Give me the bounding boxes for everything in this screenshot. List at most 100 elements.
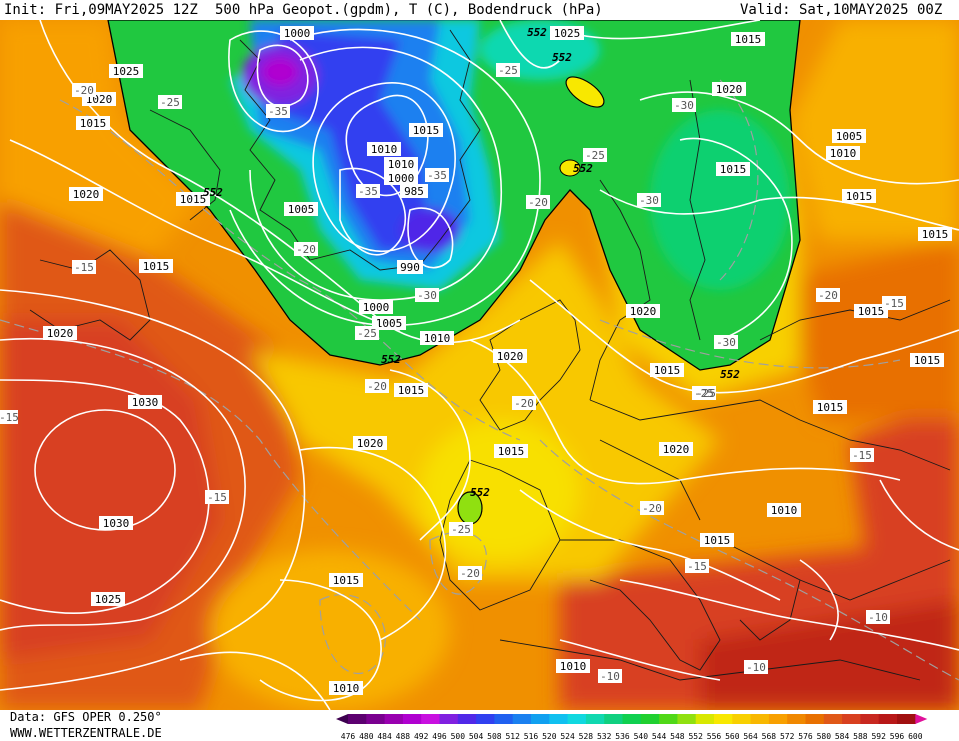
svg-text:1015: 1015 (80, 117, 107, 130)
temperature-label: -25 (496, 63, 520, 77)
temperature-label: -10 (744, 660, 768, 674)
legend-tick-label: 564 (743, 732, 758, 741)
legend-tick-label: 568 (762, 732, 777, 741)
legend-tick-label: 560 (725, 732, 740, 741)
svg-text:1015: 1015 (735, 33, 762, 46)
svg-text:-25: -25 (585, 149, 605, 162)
legend-tick-label: 540 (634, 732, 649, 741)
svg-text:1015: 1015 (398, 384, 425, 397)
svg-text:1020: 1020 (630, 305, 657, 318)
legend-tick-label: 592 (871, 732, 886, 741)
pressure-label: 1030 (128, 395, 162, 409)
svg-text:552: 552 (381, 353, 401, 366)
pressure-label: 1015 (650, 363, 684, 377)
pressure-label: 1015 (700, 533, 734, 547)
svg-text:985: 985 (404, 185, 424, 198)
svg-text:-15: -15 (884, 297, 904, 310)
legend-tick-label: 548 (670, 732, 685, 741)
svg-text:1020: 1020 (663, 443, 690, 456)
svg-text:-15: -15 (207, 491, 227, 504)
legend-tick-label: 528 (579, 732, 594, 741)
svg-text:-35: -35 (427, 169, 447, 182)
svg-text:1005: 1005 (376, 317, 403, 330)
temperature-label: -30 (637, 193, 661, 207)
temperature-label: -10 (598, 669, 622, 683)
legend-tick-label: 508 (487, 732, 502, 741)
svg-text:1005: 1005 (836, 130, 863, 143)
temperature-label: -15 (685, 559, 709, 573)
svg-text:1015: 1015 (846, 190, 873, 203)
temperature-label: -10 (866, 610, 890, 624)
pressure-labels: 1000 1025 1020 1015 1015 1010 1010 1000 … (43, 26, 952, 695)
svg-text:-25: -25 (696, 387, 716, 400)
svg-text:1010: 1010 (388, 158, 415, 171)
pressure-label: 1025 (550, 26, 584, 40)
svg-text:1015: 1015 (333, 574, 360, 587)
temperature-label: -35 (266, 104, 290, 118)
svg-text:552: 552 (470, 486, 490, 499)
svg-text:1010: 1010 (371, 143, 398, 156)
svg-text:1010: 1010 (560, 660, 587, 673)
pressure-label: 1030 (99, 516, 133, 530)
svg-text:1015: 1015 (914, 354, 941, 367)
svg-text:-30: -30 (674, 99, 694, 112)
legend-swatch (823, 714, 843, 724)
temperature-label: -30 (714, 335, 738, 349)
weather-map: 1000 1025 1020 1015 1015 1010 1010 1000 … (0, 20, 959, 710)
svg-text:1020: 1020 (47, 327, 74, 340)
svg-text:-25: -25 (160, 96, 180, 109)
legend-tick-label: 600 (908, 732, 923, 741)
legend-swatch (732, 714, 752, 724)
legend-tick-label: 556 (707, 732, 722, 741)
pressure-label: 1025 (91, 592, 125, 606)
svg-text:990: 990 (400, 261, 420, 274)
svg-text:1020: 1020 (357, 437, 384, 450)
svg-text:-15: -15 (687, 560, 707, 573)
temperature-label: -20 (526, 195, 550, 209)
temperature-label: -20 (365, 379, 389, 393)
svg-text:1020: 1020 (73, 188, 100, 201)
pressure-label: 1020 (626, 304, 660, 318)
svg-text:-20: -20 (818, 289, 838, 302)
legend-tick-label: 572 (780, 732, 795, 741)
svg-text:1030: 1030 (103, 517, 130, 530)
legend-tick-label: 512 (505, 732, 520, 741)
temperature-label: -20 (294, 242, 318, 256)
pressure-label: 1015 (910, 353, 944, 367)
ridge-patch (565, 76, 605, 108)
pressure-label: 990 (397, 260, 423, 274)
legend-tick-label: 580 (817, 732, 832, 741)
temperature-label: -25 (692, 386, 716, 400)
pressure-label: 1015 (139, 259, 173, 273)
legend-tick-label: 588 (853, 732, 868, 741)
temperature-label: -25 (158, 95, 182, 109)
cold-core-field (230, 20, 790, 290)
pressure-label: 1010 (826, 146, 860, 160)
legend-tick-label: 492 (414, 732, 429, 741)
svg-text:1010: 1010 (333, 682, 360, 695)
temperature-label: -35 (425, 168, 449, 182)
legend-swatch (897, 714, 916, 724)
svg-text:-10: -10 (600, 670, 620, 683)
legend-swatch (348, 714, 367, 724)
svg-text:-30: -30 (716, 336, 736, 349)
legend-swatch (366, 714, 386, 724)
temperature-label: -20 (640, 501, 664, 515)
svg-text:1025: 1025 (113, 65, 140, 78)
temperature-label: -15 (850, 448, 874, 462)
temperature-label: -30 (672, 98, 696, 112)
svg-text:552: 552 (573, 162, 593, 175)
svg-text:-20: -20 (460, 567, 480, 580)
legend-swatch (549, 714, 569, 724)
svg-text:1015: 1015 (143, 260, 170, 273)
isobars (0, 20, 959, 710)
weather-map-canvas: 1000 1025 1020 1015 1015 1010 1010 1000 … (0, 20, 959, 710)
legend-tick-label: 544 (652, 732, 667, 741)
pressure-label: 1015 (394, 383, 428, 397)
svg-text:-15: -15 (852, 449, 872, 462)
legend-tick-label: 480 (359, 732, 374, 741)
svg-text:552: 552 (720, 368, 740, 381)
svg-text:1015: 1015 (413, 124, 440, 137)
svg-text:-20: -20 (642, 502, 662, 515)
svg-text:-25: -25 (357, 327, 377, 340)
